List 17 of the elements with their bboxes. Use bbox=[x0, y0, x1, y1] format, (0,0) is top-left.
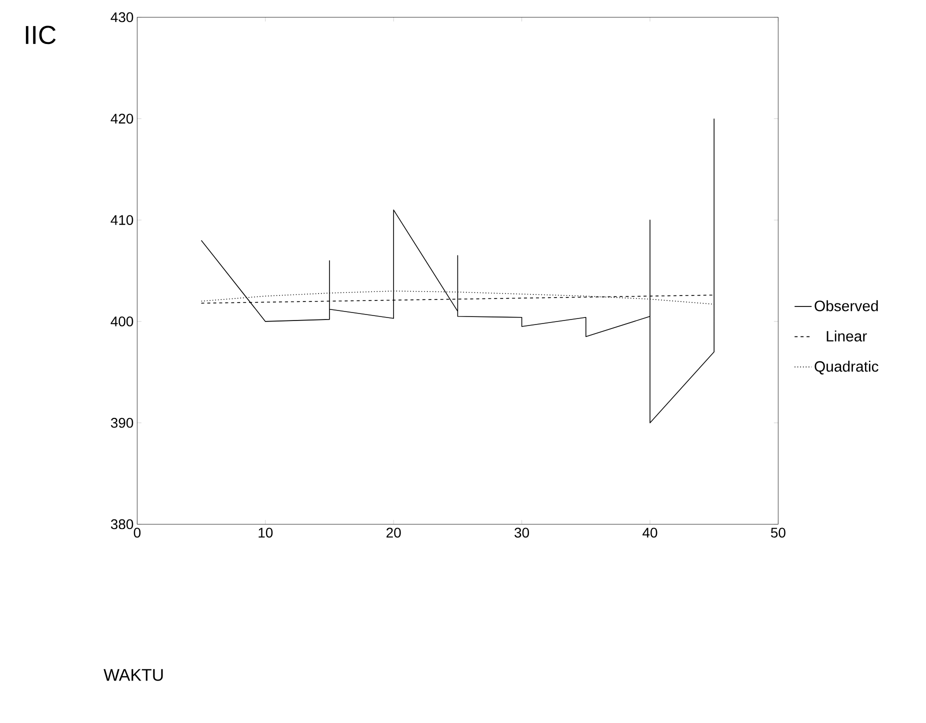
x-tick-label: 10 bbox=[258, 528, 273, 538]
x-tick-label: 50 bbox=[770, 528, 786, 538]
y-tick-label: 380 bbox=[110, 519, 134, 530]
y-tick-label: 400 bbox=[110, 316, 134, 326]
x-tick-label: 40 bbox=[642, 528, 658, 538]
text: WAKTU bbox=[104, 669, 163, 681]
legend-label: Linear bbox=[826, 330, 867, 342]
y-tick-label: 410 bbox=[110, 215, 134, 225]
y-tick-label: 420 bbox=[110, 114, 134, 124]
x-tick-label: 0 bbox=[134, 528, 141, 538]
legend-label: Observed bbox=[814, 300, 878, 312]
x-tick-label: 30 bbox=[514, 528, 529, 538]
y-tick-label: 390 bbox=[110, 418, 134, 428]
x-tick-label: 20 bbox=[386, 528, 401, 538]
legend-label: Quadratic bbox=[814, 360, 878, 374]
y-tick-label: 430 bbox=[110, 12, 134, 22]
chart-title: IIC bbox=[26, 26, 56, 44]
